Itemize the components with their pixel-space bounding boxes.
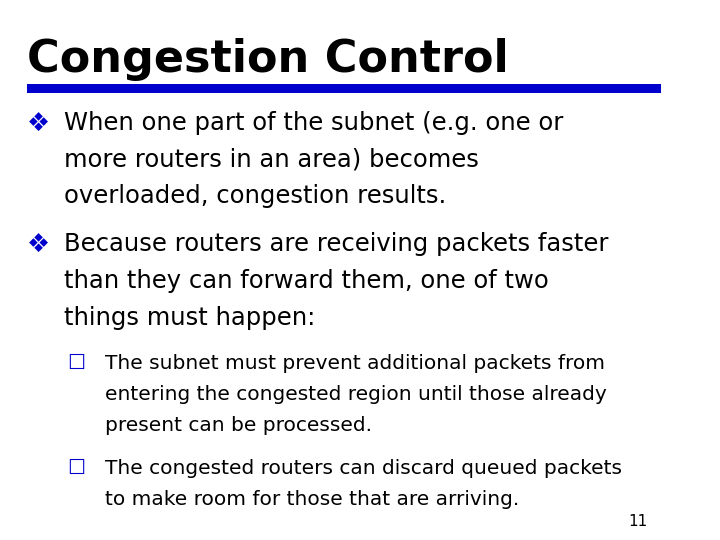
Text: than they can forward them, one of two: than they can forward them, one of two: [64, 269, 549, 293]
Text: things must happen:: things must happen:: [64, 306, 315, 329]
Text: ☐: ☐: [68, 459, 86, 478]
Text: overloaded, congestion results.: overloaded, congestion results.: [64, 184, 446, 208]
Text: entering the congested region until those already: entering the congested region until thos…: [104, 385, 606, 404]
Text: present can be processed.: present can be processed.: [104, 416, 372, 435]
Text: When one part of the subnet (e.g. one or: When one part of the subnet (e.g. one or: [64, 111, 564, 134]
Text: ❖: ❖: [27, 111, 50, 137]
Text: Congestion Control: Congestion Control: [27, 38, 509, 81]
Text: 11: 11: [629, 514, 647, 529]
Text: to make room for those that are arriving.: to make room for those that are arriving…: [104, 490, 519, 509]
Text: ☐: ☐: [68, 354, 86, 373]
Text: more routers in an area) becomes: more routers in an area) becomes: [64, 147, 479, 171]
Text: Because routers are receiving packets faster: Because routers are receiving packets fa…: [64, 232, 608, 256]
FancyBboxPatch shape: [27, 84, 661, 93]
Text: ❖: ❖: [27, 232, 50, 258]
Text: The subnet must prevent additional packets from: The subnet must prevent additional packe…: [104, 354, 605, 373]
Text: The congested routers can discard queued packets: The congested routers can discard queued…: [104, 459, 621, 478]
